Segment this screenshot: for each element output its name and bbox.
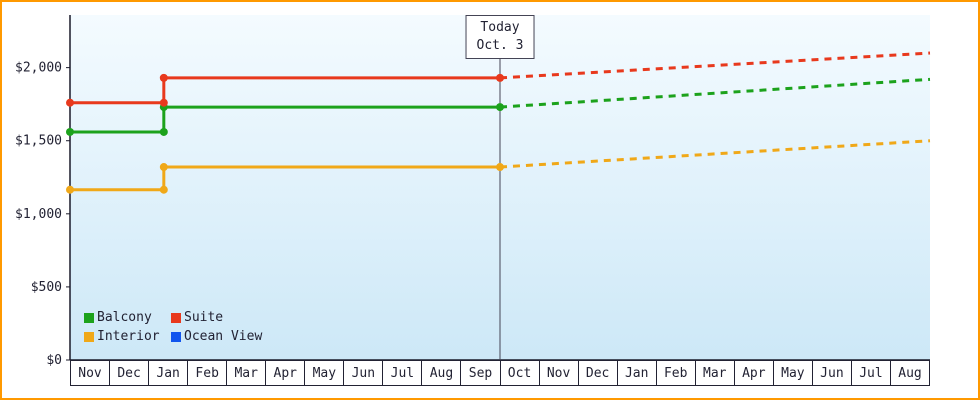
today-label-text: Today <box>480 20 520 35</box>
svg-text:$2,000: $2,000 <box>15 61 62 76</box>
legend-label-interior: Interior <box>97 329 160 344</box>
x-axis-month-cell: Jan <box>616 361 656 385</box>
svg-text:$0: $0 <box>46 353 62 368</box>
today-marker-label: Today Oct. 3 <box>465 15 535 59</box>
legend-item-balcony: Balcony <box>84 310 171 325</box>
x-axis-month-cell: May <box>304 361 343 385</box>
legend-label-balcony: Balcony <box>97 310 152 325</box>
x-axis-month-cell: Jun <box>343 361 382 385</box>
x-axis-month-cell: Apr <box>265 361 304 385</box>
x-axis-month-cell: Nov <box>538 361 578 385</box>
svg-text:$1,500: $1,500 <box>15 134 62 149</box>
legend: Balcony Suite Interior Ocean View <box>84 310 262 344</box>
legend-label-ocean-view: Ocean View <box>184 329 263 344</box>
x-axis-month-cell: Mar <box>226 361 265 385</box>
legend-swatch-ocean-view <box>171 331 181 342</box>
svg-text:$500: $500 <box>31 280 62 295</box>
legend-item-ocean-view: Ocean View <box>171 329 262 344</box>
legend-label-suite: Suite <box>184 310 224 325</box>
x-axis-month-cell: Dec <box>577 361 617 385</box>
x-axis-month-cell: Oct <box>499 361 539 385</box>
x-axis-month-cell: May <box>772 361 812 385</box>
legend-swatch-suite <box>171 312 181 323</box>
legend-item-suite: Suite <box>171 310 262 325</box>
x-axis-month-cell: Feb <box>187 361 226 385</box>
x-axis-month-cell: Aug <box>889 361 929 385</box>
x-axis-month-cell: Jul <box>850 361 890 385</box>
x-axis-month-cell: Jul <box>382 361 421 385</box>
svg-text:$1,000: $1,000 <box>15 207 62 222</box>
x-axis-month-cell: Apr <box>733 361 773 385</box>
today-date-text: Oct. 3 <box>476 38 524 53</box>
legend-swatch-interior <box>84 331 94 342</box>
x-axis-month-cell: Feb <box>655 361 695 385</box>
x-axis-month-cell: Aug <box>421 361 460 385</box>
legend-swatch-balcony <box>84 312 94 323</box>
x-axis-month-cell: Mar <box>694 361 734 385</box>
x-axis-month-cell: Nov <box>78 365 102 381</box>
x-axis-month-cell: Sep <box>460 361 499 385</box>
x-axis-month-cell: Jan <box>148 361 187 385</box>
x-axis-month-cell: Jun <box>811 361 851 385</box>
legend-item-interior: Interior <box>84 329 171 344</box>
x-axis-month-labels: Nov Dec Jan Feb Mar Apr May Jun Jul Aug Sep Oct Nov D… <box>70 360 930 386</box>
x-axis-month-cell: Dec <box>109 361 148 385</box>
